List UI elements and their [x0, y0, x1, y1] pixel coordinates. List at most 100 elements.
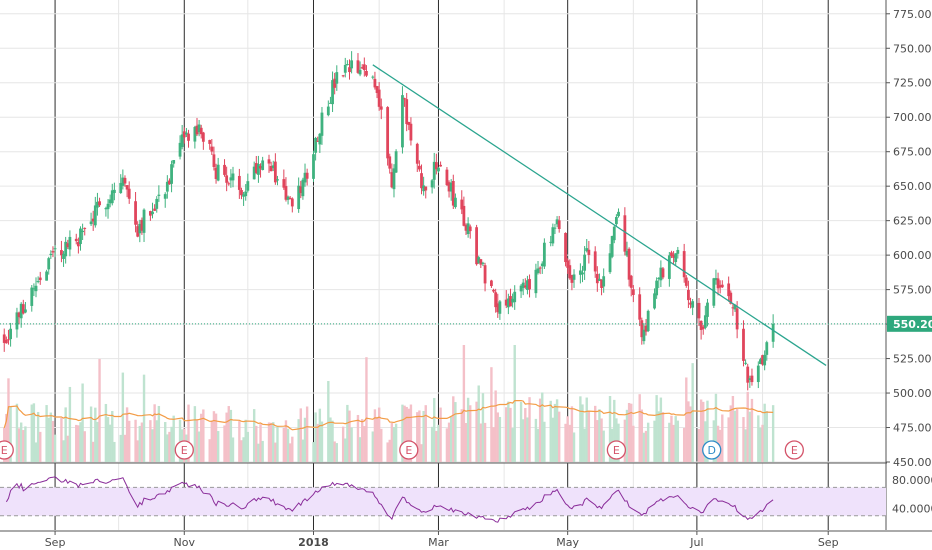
volume-bar — [727, 417, 730, 462]
trendline[interactable] — [372, 64, 827, 367]
candle-body — [335, 72, 339, 84]
candle — [32, 283, 36, 296]
candle — [185, 128, 188, 138]
volume-bar — [403, 405, 406, 462]
candle-body — [182, 131, 186, 138]
candle — [108, 194, 112, 208]
candle — [581, 265, 584, 283]
candle — [564, 232, 567, 267]
candle-body — [430, 180, 434, 188]
volume-bar — [439, 407, 442, 462]
candle-body — [699, 320, 703, 330]
volume-bar — [195, 420, 199, 462]
candle — [157, 185, 161, 202]
candle-body — [140, 219, 144, 231]
volume-bar — [581, 404, 584, 462]
candle-body — [318, 133, 322, 145]
volume-bar — [66, 435, 69, 462]
candle — [631, 285, 635, 303]
candle-body — [492, 289, 495, 292]
earnings-marker[interactable]: E — [399, 440, 419, 460]
candle — [350, 51, 354, 74]
candle-body — [125, 185, 129, 190]
candle-body — [371, 76, 375, 78]
candle — [759, 357, 762, 365]
candle — [392, 164, 396, 198]
price-axis[interactable]: 775.00 750.00 725.00 700.00 675.00 650.00 625.… — [886, 0, 932, 550]
earnings-marker[interactable]: E — [606, 440, 627, 460]
candle — [163, 192, 167, 208]
volume-bar — [377, 407, 381, 462]
event-marker-label: E — [1, 444, 8, 457]
candle-body — [269, 166, 273, 172]
volume-bar — [267, 422, 271, 462]
candle — [187, 129, 190, 148]
candle-body — [466, 223, 470, 235]
volume-bar — [759, 427, 762, 462]
candle-body — [138, 223, 142, 234]
volume-bar — [22, 430, 25, 462]
volume-bar — [286, 428, 290, 462]
candle-body — [153, 208, 157, 211]
volume-bar — [538, 398, 542, 462]
volume-bar — [558, 411, 561, 462]
earnings-marker[interactable]: E — [784, 440, 804, 460]
time-axis[interactable]: Sep Nov 2018 Mar May Jul Sep — [0, 530, 932, 549]
earnings-marker[interactable]: E — [0, 440, 14, 460]
volume-bar — [742, 417, 745, 462]
candle — [492, 288, 495, 293]
candle-body — [712, 278, 716, 306]
candle-body — [551, 227, 555, 244]
volume-bar — [17, 428, 21, 462]
candle-body — [201, 132, 205, 142]
candle-body — [60, 250, 63, 256]
volume-bar — [200, 413, 203, 462]
candle-body — [379, 106, 383, 110]
candle — [36, 276, 40, 284]
candle — [568, 259, 572, 280]
candle-body — [464, 225, 468, 231]
volume-bar — [600, 418, 603, 462]
candle-body — [83, 227, 87, 229]
volume-bar — [625, 409, 629, 462]
volume-bar — [121, 372, 125, 462]
candle-body — [32, 288, 36, 290]
candle — [312, 150, 315, 182]
candle-body — [701, 326, 705, 329]
volume-bar — [761, 424, 764, 462]
candle — [672, 251, 675, 265]
volume-bar — [632, 425, 635, 462]
candle — [168, 178, 171, 185]
volume-bar — [644, 430, 648, 462]
time-tick-label: Sep — [45, 536, 66, 549]
candle — [407, 121, 411, 131]
candle — [165, 175, 169, 199]
candle-body — [123, 177, 127, 184]
dividend-marker[interactable]: D — [702, 440, 722, 460]
rsi-axis[interactable]: 80.0000 40.0000 — [892, 474, 932, 515]
volume-bar — [748, 411, 752, 462]
volume-bar — [653, 420, 656, 462]
candle-body — [557, 220, 561, 230]
candle — [362, 57, 366, 77]
candle-body — [731, 307, 735, 309]
volume-bar — [291, 436, 294, 462]
volume-bar — [551, 417, 555, 462]
candle — [136, 221, 140, 238]
earnings-marker[interactable]: E — [174, 440, 194, 460]
candle — [199, 124, 203, 139]
candle — [91, 210, 95, 231]
candle-body — [89, 221, 93, 225]
price-tick-label: 475.00 — [893, 422, 932, 435]
candle — [513, 285, 517, 310]
volume-bars — [3, 345, 775, 462]
candle-body — [394, 151, 398, 173]
volume-bar — [62, 440, 65, 462]
volume-bar — [449, 416, 453, 462]
volume-bar — [79, 422, 82, 462]
candle — [701, 324, 705, 335]
volume-bar — [193, 406, 197, 462]
volume-bar — [623, 419, 627, 462]
